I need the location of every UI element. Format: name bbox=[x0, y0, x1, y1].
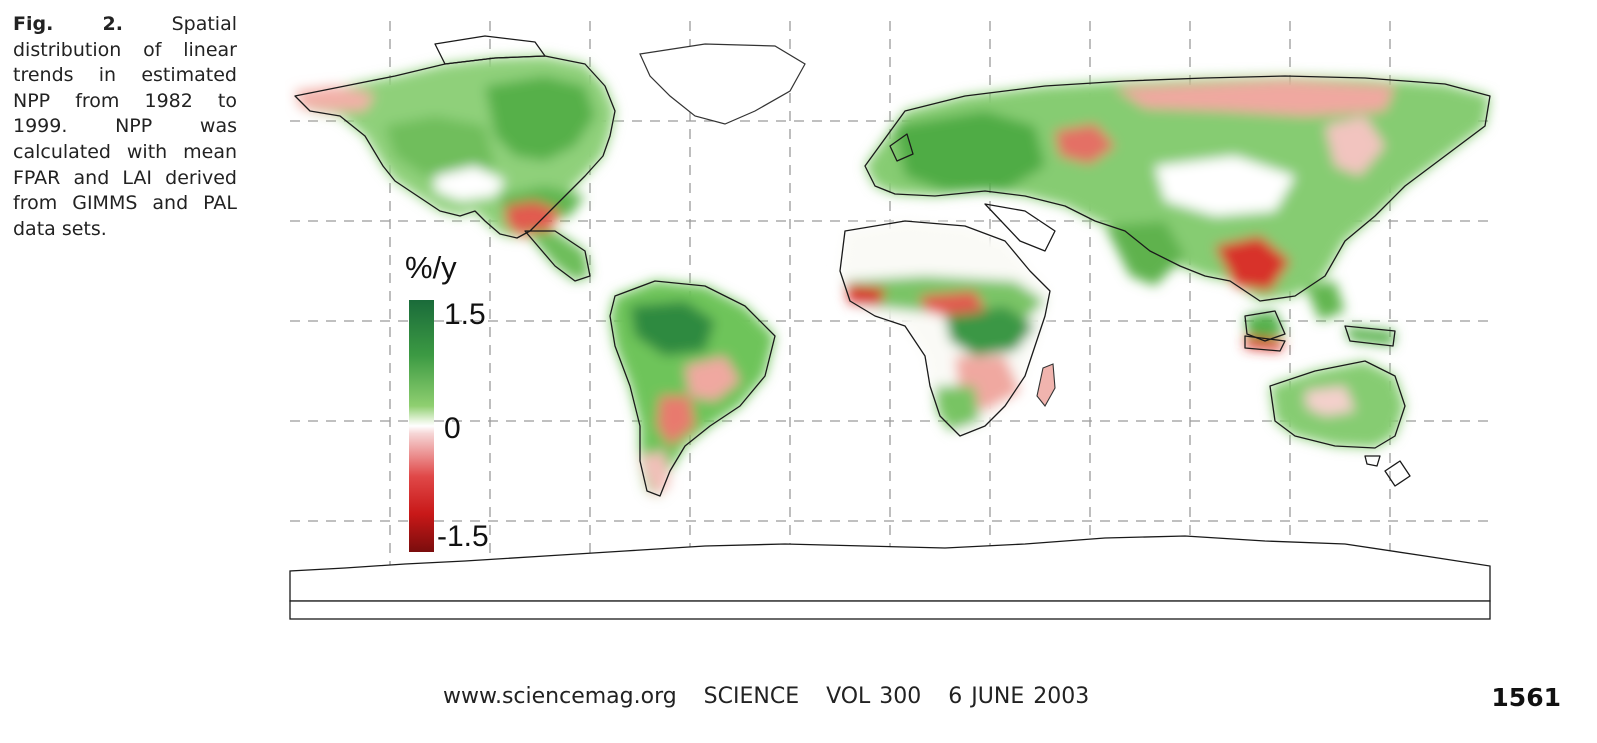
legend-tick-zero: 0 bbox=[444, 412, 461, 445]
legend-title: %/y bbox=[405, 250, 457, 285]
page-footer: www.sciencemag.org SCIENCE VOL 300 6 JUN… bbox=[0, 683, 1597, 714]
antarctica bbox=[289, 535, 1491, 602]
legend-tick-min: -1.5 bbox=[437, 520, 489, 553]
figure-label: Fig. 2. bbox=[13, 13, 123, 35]
africa bbox=[840, 221, 1050, 436]
caption-text: Spatial distribution of linear trends in… bbox=[13, 13, 237, 240]
south-america bbox=[610, 281, 775, 496]
journal-line: www.sciencemag.org SCIENCE VOL 300 6 JUN… bbox=[443, 684, 1090, 709]
figure-caption: Fig. 2. Spatial distribution of linear t… bbox=[13, 12, 237, 242]
north-america bbox=[295, 56, 615, 281]
world-map bbox=[285, 16, 1500, 626]
map-svg bbox=[289, 21, 1491, 620]
oceania bbox=[1245, 311, 1405, 448]
page-number: 1561 bbox=[1491, 683, 1561, 712]
legend-colorbar bbox=[409, 300, 434, 552]
coastlines bbox=[294, 35, 1491, 497]
eurasia bbox=[865, 76, 1490, 321]
legend-tick-max: 1.5 bbox=[444, 298, 486, 331]
